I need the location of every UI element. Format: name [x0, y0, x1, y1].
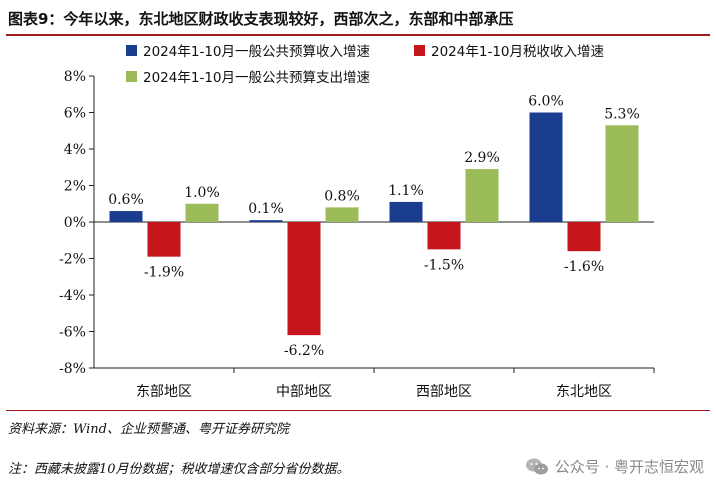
y-tick-label: -4%	[59, 288, 86, 304]
bar	[185, 203, 219, 222]
legend-label: 2024年1-10月一般公共预算收入增速	[143, 44, 370, 60]
legend-label: 2024年1-10月一般公共预算支出增速	[143, 70, 370, 86]
data-label: 2.9%	[464, 150, 500, 166]
watermark: 公众号 · 粤开志恒宏观	[525, 456, 704, 477]
y-tick-label: 2%	[64, 179, 86, 195]
source-text: 资料来源：Wind、企业预警通、粤开证券研究院	[8, 422, 289, 437]
data-label: 0.6%	[108, 192, 144, 208]
data-label: 1.0%	[184, 185, 220, 201]
data-label: -6.2%	[284, 343, 324, 359]
y-tick-label: -2%	[59, 252, 86, 268]
note-text: 注：西藏未披露10月份数据；税收增速仅含部分省份数据。	[8, 462, 350, 477]
chart-bars	[109, 112, 639, 336]
source-divider	[6, 410, 710, 411]
bar	[529, 112, 563, 222]
data-label: 5.3%	[604, 106, 640, 122]
data-label: -1.6%	[564, 259, 604, 275]
y-tick-label: 4%	[64, 142, 86, 158]
data-label: 0.8%	[324, 188, 360, 204]
bar	[567, 222, 601, 252]
legend-swatch	[126, 45, 137, 56]
data-label: -1.9%	[144, 265, 184, 281]
legend-label: 2024年1-10月税收收入增速	[431, 44, 604, 60]
chart-axes: 8% 6% 4% 2% 0% -2% -4% -6% -8% 东部地区 中部地区 西部地区 东北地区	[59, 69, 655, 400]
data-label: 6.0%	[528, 94, 564, 110]
legend-swatch	[126, 71, 137, 82]
chart-data-labels: 0.6% -1.9% 1.0% 0.1% -6.2% 0.8% 1.1% -1.5% 2.9% 6…	[108, 94, 640, 360]
watermark-text: 公众号 · 粤开志恒宏观	[554, 458, 704, 476]
chart-legend: 2024年1-10月一般公共预算收入增速 2024年1-10月税收收入增速 2024…	[126, 44, 604, 86]
x-tick-label: 中部地区	[276, 384, 332, 400]
bar	[465, 169, 499, 222]
wechat-icon	[525, 458, 548, 474]
bar-chart: 2024年1-10月一般公共预算收入增速 2024年1-10月税收收入增速 2024…	[59, 44, 655, 400]
bar	[147, 222, 181, 257]
bar	[427, 222, 461, 250]
y-tick-label: 0%	[64, 215, 86, 231]
bar	[325, 207, 359, 222]
bar	[109, 211, 143, 222]
chart-title: 图表9：今年以来，东北地区财政收支表现较好，西部次之，东部和中部承压	[8, 10, 514, 28]
bar	[605, 125, 639, 222]
title-divider	[6, 34, 710, 36]
y-tick-label: -6%	[59, 325, 86, 341]
y-tick-label: -8%	[59, 361, 86, 377]
bar	[389, 201, 423, 222]
x-tick-label: 东北地区	[556, 384, 612, 400]
y-tick-label: 8%	[64, 69, 86, 85]
legend-swatch	[414, 45, 425, 56]
y-tick-label: 6%	[64, 106, 86, 122]
data-label: -1.5%	[424, 257, 464, 273]
x-tick-label: 东部地区	[136, 384, 192, 400]
data-label: 0.1%	[248, 201, 284, 217]
bar	[287, 222, 321, 336]
x-tick-label: 西部地区	[416, 384, 472, 400]
data-label: 1.1%	[388, 183, 424, 199]
bar	[249, 220, 283, 222]
